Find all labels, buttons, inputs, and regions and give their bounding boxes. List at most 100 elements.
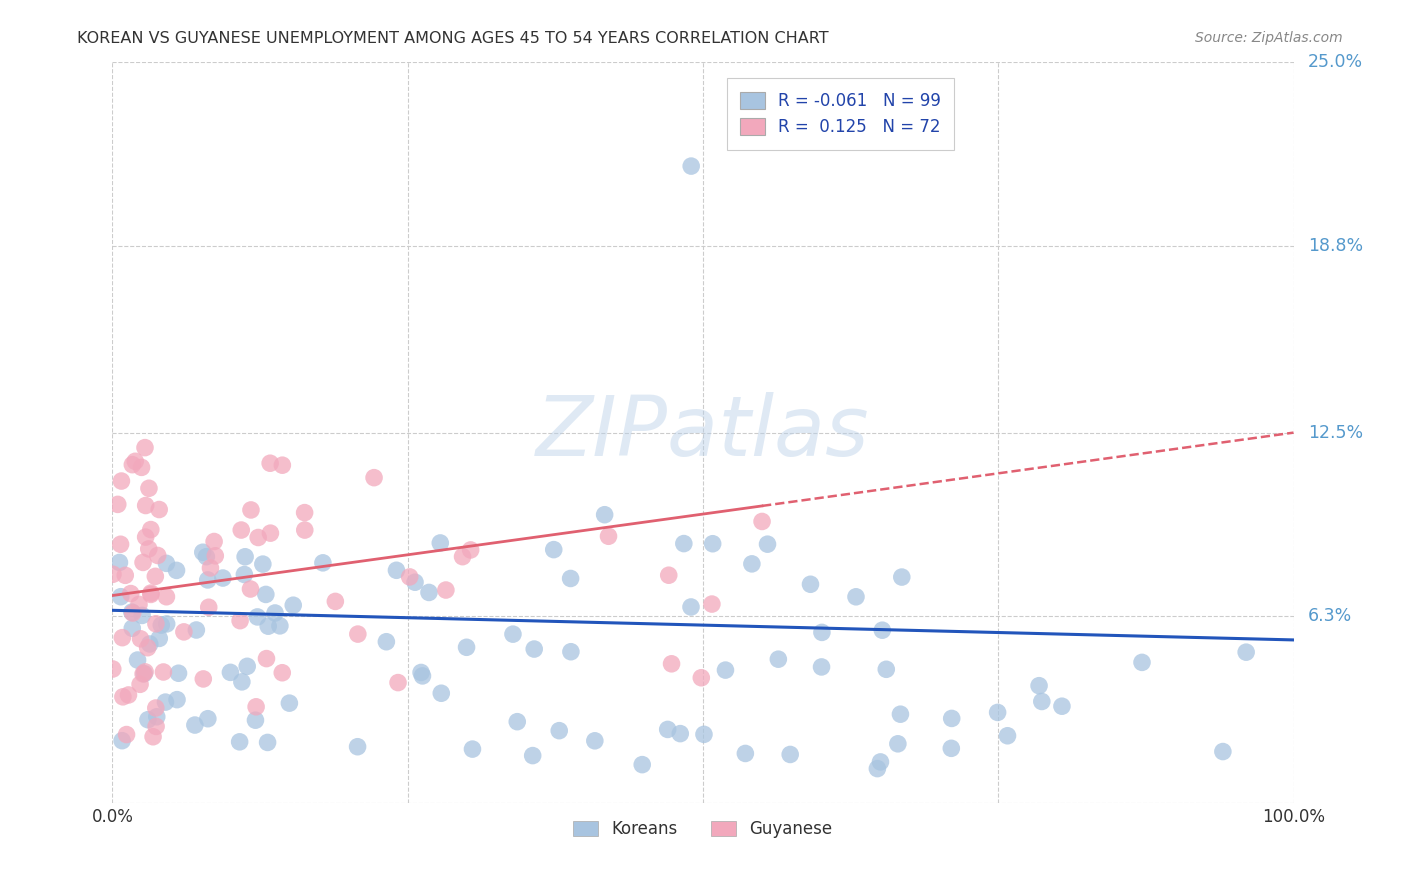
Point [219,665,242,680]
Point [278,696,301,710]
Point [583,733,606,747]
Point [768,652,790,666]
Point [145,616,167,631]
Point [148,502,170,516]
Point [145,719,167,733]
Point [121,605,143,619]
Point [560,572,582,586]
Point [363,470,385,484]
Point [136,640,159,655]
Point [252,557,274,571]
Point [146,549,169,563]
Point [131,460,153,475]
Point [129,677,152,691]
Point [195,549,218,564]
Point [346,739,368,754]
Point [193,672,215,686]
Point [186,623,208,637]
Point [101,662,124,676]
Point [256,735,278,749]
Point [987,706,1010,720]
Point [1234,645,1257,659]
Point [131,608,153,623]
Text: 18.8%: 18.8% [1308,237,1362,255]
Point [866,762,889,776]
Point [107,497,129,511]
Point [111,733,134,747]
Point [236,659,259,673]
Point [197,600,219,615]
Point [294,506,316,520]
Point [204,549,226,563]
Point [134,441,156,455]
Point [134,665,156,679]
Point [456,640,478,655]
Point [264,606,287,620]
Point [108,556,131,570]
Point [506,714,529,729]
Point [347,627,370,641]
Point [135,499,157,513]
Text: ZIPatlas: ZIPatlas [536,392,870,473]
Point [1130,656,1153,670]
Point [271,665,294,680]
Point [1050,699,1073,714]
Point [166,563,188,577]
Point [756,537,779,551]
Point [184,718,207,732]
Point [156,616,179,631]
Point [200,561,222,575]
Point [191,545,214,559]
Point [120,586,142,600]
Point [631,757,654,772]
Point [202,534,225,549]
Point [543,542,565,557]
Point [101,567,124,582]
Point [254,587,277,601]
Point [1028,679,1050,693]
Point [228,735,250,749]
Text: KOREAN VS GUYANESE UNEMPLOYMENT AMONG AGES 45 TO 54 YEARS CORRELATION CHART: KOREAN VS GUYANESE UNEMPLOYMENT AMONG AG… [77,31,830,46]
Point [117,688,139,702]
Point [418,585,440,599]
Point [155,695,177,709]
Point [451,549,474,564]
Point [110,474,132,488]
Point [127,653,149,667]
Point [461,742,484,756]
Point [150,618,173,632]
Point [212,571,235,585]
Point [173,624,195,639]
Point [734,747,756,761]
Point [294,523,316,537]
Point [148,632,170,646]
Point [714,663,737,677]
Text: 6.3%: 6.3% [1308,607,1353,625]
Point [138,481,160,495]
Point [269,619,291,633]
Point [702,537,724,551]
Point [233,567,256,582]
Point [434,582,457,597]
Point [197,712,219,726]
Point [672,536,695,550]
Point [430,686,453,700]
Point [751,515,773,529]
Point [598,529,620,543]
Point [523,642,546,657]
Point [429,536,451,550]
Point [460,543,482,558]
Point [132,556,155,570]
Point [138,541,160,556]
Point [693,727,716,741]
Point [690,671,713,685]
Point [522,748,544,763]
Point [145,701,167,715]
Point [411,669,433,683]
Point [657,723,679,737]
Point [110,537,132,551]
Text: Source: ZipAtlas.com: Source: ZipAtlas.com [1195,31,1343,45]
Point [325,594,347,608]
Point [869,755,891,769]
Point [167,666,190,681]
